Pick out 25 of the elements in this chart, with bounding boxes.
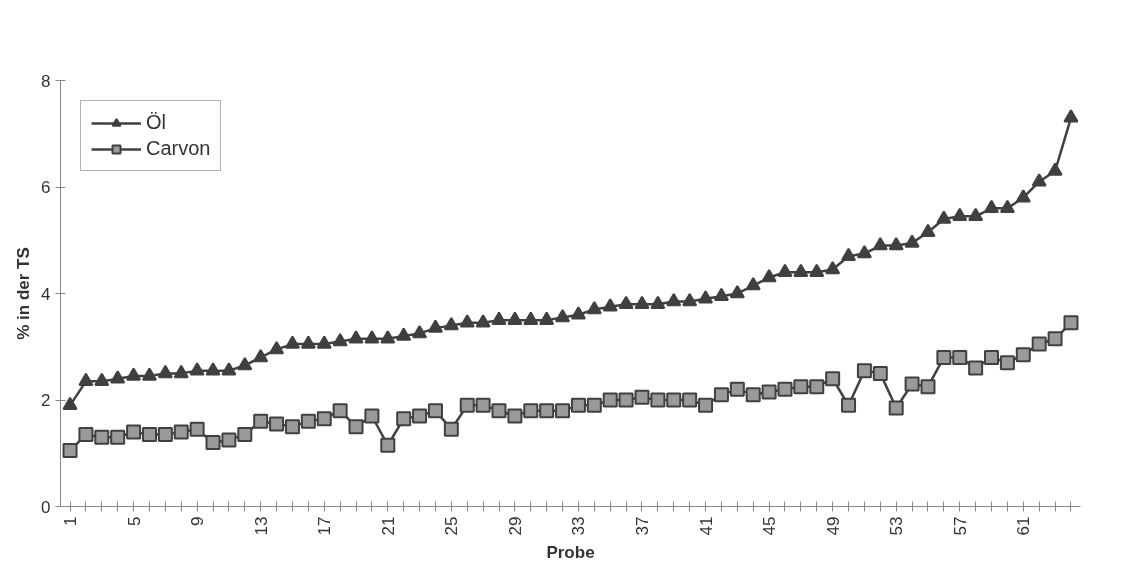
y-tick-label: 2: [41, 391, 51, 410]
y-tick-label: 4: [41, 284, 51, 304]
y-tick-label: 6: [41, 178, 51, 197]
x-tick-label: 49: [823, 516, 843, 536]
x-tick-label: 5: [124, 516, 144, 526]
x-tick-label: 1: [61, 516, 81, 526]
x-tick-label: 45: [760, 516, 780, 536]
x-axis-title: Probe: [546, 543, 595, 563]
x-tick-label: 53: [887, 516, 907, 536]
x-tick-label: 37: [633, 516, 652, 536]
x-tick-label: 29: [505, 516, 525, 536]
x-tick-label: 25: [442, 516, 462, 536]
x-tick-label: 21: [378, 516, 398, 536]
y-tick-label: 0: [41, 497, 51, 517]
x-tick-label: 41: [696, 516, 716, 536]
legend-label: Carvon: [146, 137, 211, 160]
x-tick-label: 61: [1014, 516, 1034, 536]
legend-label: Öl: [146, 111, 166, 134]
x-tick-label: 17: [315, 516, 335, 536]
x-tick-label: 13: [251, 516, 271, 536]
x-tick-label: 9: [188, 516, 208, 526]
y-tick-label: 8: [41, 71, 51, 91]
x-tick-label: 33: [569, 516, 589, 536]
y-axis-title: % in der TS: [14, 247, 34, 340]
x-tick-label: 57: [950, 516, 970, 536]
